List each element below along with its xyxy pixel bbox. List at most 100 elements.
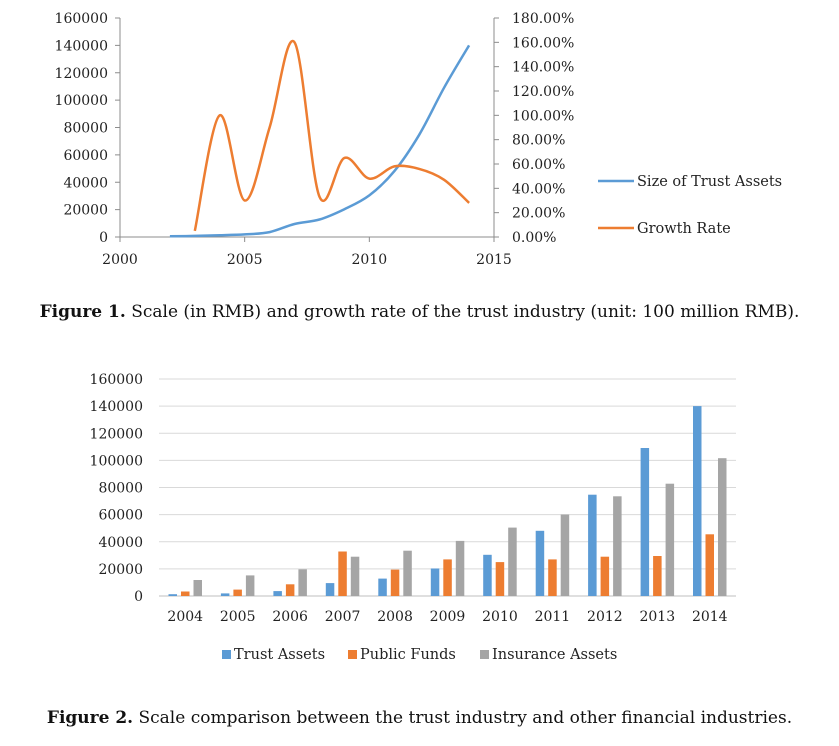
x-tick-label: 2000 bbox=[102, 252, 138, 268]
bar-public-funds bbox=[653, 556, 662, 596]
y-tick-label: 40000 bbox=[98, 535, 143, 551]
figure-2-bars bbox=[168, 406, 727, 596]
y-tick-label: 0 bbox=[134, 589, 143, 605]
x-tick-label: 2008 bbox=[377, 609, 413, 625]
y-tick-label: 140000 bbox=[90, 399, 143, 415]
bar-public-funds bbox=[548, 559, 557, 596]
left-y-tick-label: 80000 bbox=[63, 121, 108, 137]
x-tick-label: 2007 bbox=[325, 609, 361, 625]
x-tick-label: 2009 bbox=[430, 609, 466, 625]
left-y-tick-label: 120000 bbox=[55, 66, 108, 82]
x-tick-label: 2010 bbox=[352, 252, 388, 268]
figure-2-axes: 0 20000 40000 60000 80000 100000 120000 140000 1… bbox=[90, 372, 728, 625]
series-line-size-of-trust-assets bbox=[169, 44, 471, 238]
y-tick-label: 80000 bbox=[98, 481, 143, 497]
left-y-tick-label: 0 bbox=[99, 230, 108, 246]
right-y-tick-label: 120.00% bbox=[512, 84, 574, 100]
bar-public-funds bbox=[181, 591, 190, 596]
x-tick-label: 2006 bbox=[272, 609, 308, 625]
figure-1-caption-label: Figure 1. bbox=[39, 302, 126, 322]
right-y-tick-label: 80.00% bbox=[512, 133, 565, 149]
bar-public-funds bbox=[338, 551, 347, 596]
figure-1-axes: 0 20000 40000 60000 80000 100000 120000 140000 1… bbox=[55, 11, 575, 268]
bar-trust-assets bbox=[220, 593, 230, 596]
left-y-tick-label: 160000 bbox=[55, 11, 108, 27]
bar-public-funds bbox=[390, 569, 400, 596]
left-y-tick-label: 100000 bbox=[55, 93, 108, 109]
y-tick-label: 20000 bbox=[98, 562, 143, 578]
bar-trust-assets bbox=[535, 530, 545, 596]
right-y-tick-label: 40.00% bbox=[512, 181, 565, 197]
legend-label: Size of Trust Assets bbox=[637, 174, 782, 190]
left-y-tick-label: 20000 bbox=[63, 203, 108, 219]
x-tick-label: 2013 bbox=[639, 609, 675, 625]
x-tick-label: 2010 bbox=[482, 609, 518, 625]
bar-trust-assets bbox=[588, 494, 597, 596]
x-tick-label: 2015 bbox=[476, 252, 512, 268]
right-y-tick-label: 60.00% bbox=[512, 157, 565, 173]
legend-label: Public Funds bbox=[360, 647, 456, 663]
x-tick-label: 2005 bbox=[220, 609, 256, 625]
bar-trust-assets bbox=[273, 591, 282, 596]
series-line-growth-rate bbox=[193, 39, 470, 232]
figure-2-legend: Trust Assets Public Funds Insurance Assets bbox=[222, 647, 617, 663]
right-y-tick-label: 0.00% bbox=[512, 230, 556, 246]
bar-trust-assets bbox=[640, 448, 650, 596]
y-tick-label: 60000 bbox=[98, 508, 143, 524]
bar-trust-assets bbox=[483, 554, 492, 596]
bar-trust-assets bbox=[325, 583, 335, 596]
bar-insurance-assets bbox=[193, 580, 202, 596]
figure-1-line-chart: 0 20000 40000 60000 80000 100000 120000 140000 1… bbox=[55, 11, 783, 268]
bar-insurance-assets bbox=[350, 556, 360, 596]
legend-swatch bbox=[480, 650, 489, 659]
figure-1-legend: Size of Trust Assets Growth Rate bbox=[598, 174, 782, 237]
bar-insurance-assets bbox=[718, 458, 727, 596]
figure-1-caption-text: Scale (in RMB) and growth rate of the tr… bbox=[131, 302, 800, 322]
bar-trust-assets bbox=[693, 406, 702, 596]
figure-2-caption-label: Figure 2. bbox=[46, 708, 134, 728]
left-y-tick-label: 60000 bbox=[63, 148, 108, 164]
bar-public-funds bbox=[233, 589, 242, 596]
bar-insurance-assets bbox=[560, 514, 570, 596]
bar-insurance-assets bbox=[665, 483, 675, 596]
x-tick-label: 2011 bbox=[535, 609, 571, 625]
legend-swatch bbox=[222, 650, 231, 659]
bar-insurance-assets bbox=[403, 550, 412, 596]
y-tick-label: 120000 bbox=[90, 426, 143, 442]
right-y-tick-label: 140.00% bbox=[512, 60, 574, 76]
right-y-tick-label: 20.00% bbox=[512, 206, 565, 222]
bar-insurance-assets bbox=[298, 569, 307, 596]
figure-1-series-lines bbox=[169, 39, 471, 238]
right-y-tick-label: 160.00% bbox=[512, 35, 574, 51]
left-y-tick-label: 140000 bbox=[55, 38, 108, 54]
legend-label: Insurance Assets bbox=[492, 647, 617, 663]
bar-public-funds bbox=[705, 534, 714, 596]
x-tick-label: 2004 bbox=[167, 609, 203, 625]
y-tick-label: 100000 bbox=[90, 453, 143, 469]
figure-2-caption: Figure 2. Scale comparison between the t… bbox=[0, 708, 839, 728]
legend-label: Growth Rate bbox=[637, 221, 731, 237]
x-tick-label: 2012 bbox=[587, 609, 623, 625]
legend-swatch bbox=[348, 650, 357, 659]
bar-insurance-assets bbox=[455, 540, 465, 596]
x-tick-label: 2005 bbox=[227, 252, 263, 268]
bar-public-funds bbox=[600, 556, 610, 596]
y-tick-label: 160000 bbox=[90, 372, 143, 388]
right-y-tick-label: 180.00% bbox=[512, 11, 574, 27]
figure-2-bar-chart: 0 20000 40000 60000 80000 100000 120000 140000 1… bbox=[90, 372, 736, 663]
bar-insurance-assets bbox=[508, 527, 517, 596]
bar-public-funds bbox=[495, 562, 505, 596]
bar-trust-assets bbox=[168, 594, 177, 596]
bar-public-funds bbox=[285, 584, 295, 596]
x-tick-label: 2014 bbox=[692, 609, 728, 625]
figure-2-caption-text: Scale comparison between the trust indus… bbox=[138, 708, 793, 728]
left-y-tick-label: 40000 bbox=[63, 175, 108, 191]
bar-public-funds bbox=[443, 559, 452, 596]
bar-insurance-assets bbox=[245, 575, 255, 596]
right-y-tick-label: 100.00% bbox=[512, 108, 574, 124]
bar-insurance-assets bbox=[613, 496, 622, 596]
bar-trust-assets bbox=[430, 568, 440, 596]
legend-label: Trust Assets bbox=[234, 647, 325, 663]
figure-1-caption: Figure 1. Scale (in RMB) and growth rate… bbox=[0, 302, 839, 322]
bar-trust-assets bbox=[378, 578, 387, 596]
